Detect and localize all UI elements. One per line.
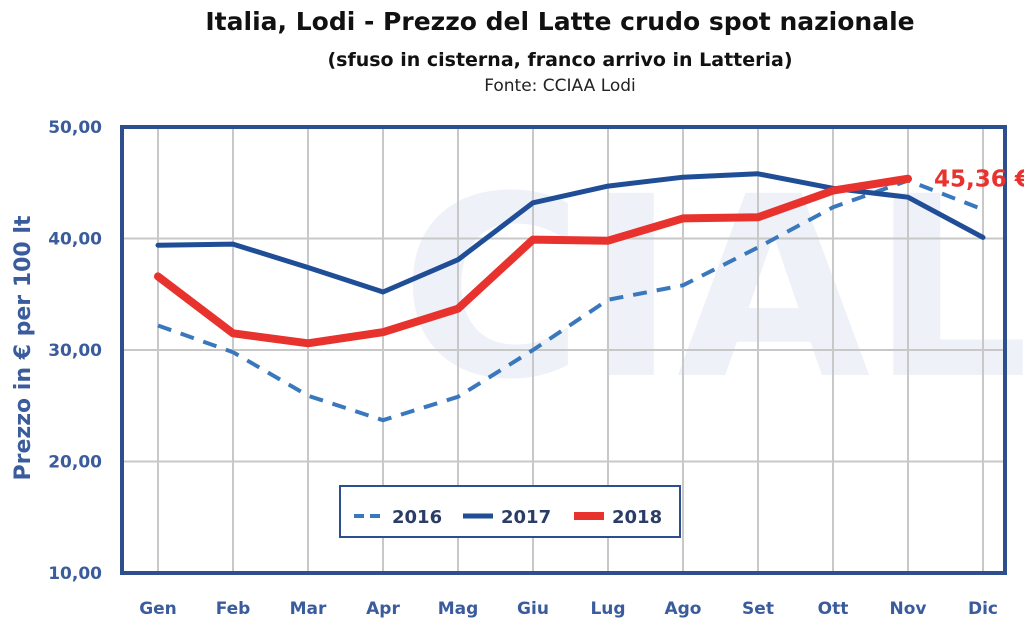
legend-box [339,485,681,538]
chart-source: Fonte: CCIAA Lodi [484,76,636,96]
x-tick-label: Mar [290,599,327,619]
watermark-logo: CIAL [400,143,1024,434]
x-tick-label: Dic [968,599,998,619]
x-tick-label: Gen [139,599,177,619]
y-tick-label: 40,00 [48,230,102,250]
legend-label: 2018 [612,507,662,528]
x-tick-label: Nov [890,599,927,619]
y-tick-label: 30,00 [48,341,102,361]
y-tick-label: 20,00 [48,453,102,473]
plot-frame [120,125,1007,575]
y-axis-label: Prezzo in € per 100 lt [11,215,36,480]
x-tick-label: Giu [517,599,549,619]
y-tick-label: 50,00 [48,118,102,138]
x-axis-ticks: Gen Feb Mar Apr Mag Giu Lug Ago Set Ott Nov Dic [139,599,998,619]
chart-title: Italia, Lodi - Prezzo del Latte crudo sp… [205,7,914,36]
legend: 2016 2017 2018 [339,485,681,538]
last-value-annotation: 45,36 € [934,167,1024,193]
x-tick-label: Mag [438,599,479,619]
series-line-2016 [157,178,984,423]
x-tick-label: Lug [590,599,625,619]
x-tick-label: Set [742,599,774,619]
y-axis-ticks: 10,00 20,00 30,00 40,00 50,00 [48,118,102,584]
legend-label: 2016 [392,507,442,528]
series-line-2018 [154,174,912,348]
x-tick-label: Apr [366,599,400,619]
series-lines [154,171,986,423]
plot-border [120,125,1007,575]
x-tick-label: Ott [818,599,849,619]
legend-label: 2017 [501,507,551,528]
x-tick-label: Ago [664,599,701,619]
x-tick-label: Feb [216,599,251,619]
y-tick-label: 10,00 [48,564,102,584]
chart-subtitle: (sfuso in cisterna, franco arrivo in Lat… [327,49,792,71]
